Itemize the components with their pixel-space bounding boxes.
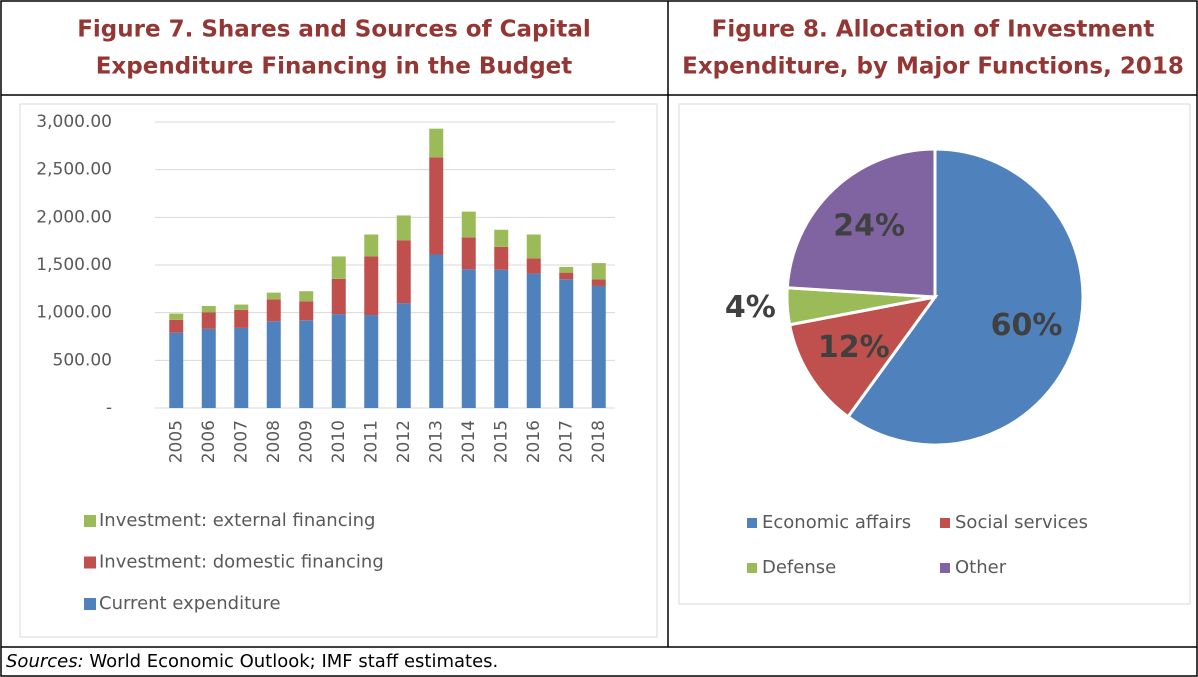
bar-segment: [364, 315, 379, 408]
bar-segment: [591, 279, 606, 286]
x-tick-label: 2009: [296, 420, 316, 463]
bar-segment: [364, 234, 379, 257]
bar-segment: [494, 246, 509, 270]
legend-label: Defense: [762, 557, 836, 578]
bar-segment: [461, 237, 476, 270]
bar-segment: [429, 254, 444, 408]
x-tick-label: 2007: [231, 420, 251, 463]
x-tick-label: 2017: [556, 420, 576, 463]
bar-segment: [526, 234, 541, 259]
x-tick-label: 2012: [394, 420, 414, 463]
chart-title: Expenditure Financing in the Budget: [96, 54, 573, 80]
y-tick-label: 1,000.00: [36, 303, 112, 323]
bar-segment: [494, 229, 509, 247]
x-tick-label: 2014: [459, 420, 479, 463]
chart-title: Figure 8. Allocation of Investment: [712, 17, 1155, 43]
bar-segment: [169, 332, 184, 408]
legend-swatch: [747, 518, 757, 528]
bar-segment: [461, 211, 476, 238]
legend-label: Current expenditure: [99, 593, 281, 614]
bar-segment: [429, 157, 444, 255]
bar-segment: [331, 314, 346, 408]
bar-segment: [234, 309, 249, 328]
x-tick-label: 2015: [491, 420, 511, 463]
bar-segment: [266, 292, 281, 300]
data-label: 60%: [991, 308, 1063, 343]
bar-segment: [299, 301, 314, 321]
x-tick-label: 2011: [361, 420, 381, 463]
legend-label: Economic affairs: [762, 512, 911, 533]
bar-segment: [234, 327, 249, 408]
legend-swatch: [84, 515, 96, 527]
source-text: World Economic Outlook; IMF staff estima…: [89, 651, 498, 672]
y-tick-label: 2,500.00: [36, 160, 112, 180]
source-label: Sources:: [6, 651, 84, 672]
bar-segment: [234, 304, 249, 310]
chart-title: Expenditure, by Major Functions, 2018: [682, 54, 1184, 80]
bar-segment: [266, 299, 281, 322]
bar-segment: [559, 279, 574, 408]
bar-segment: [201, 312, 216, 329]
source-note: Sources: World Economic Outlook; IMF sta…: [6, 651, 498, 672]
bar-segment: [266, 321, 281, 408]
x-tick-label: 2006: [199, 420, 219, 463]
y-tick-label: 500.00: [53, 350, 112, 370]
bar-segment: [396, 215, 411, 241]
bar-segment: [169, 313, 184, 320]
bar-segment: [494, 269, 509, 408]
legend-swatch: [84, 598, 96, 610]
bar-segment: [201, 328, 216, 408]
bar-segment: [559, 266, 574, 273]
bar-segment: [396, 303, 411, 408]
bar-segment: [591, 285, 606, 408]
bar-segment: [559, 272, 574, 280]
chart-title: Figure 7. Shares and Sources of Capital: [77, 17, 591, 43]
legend-label: Other: [955, 557, 1007, 578]
bar-segment: [299, 320, 314, 408]
y-tick-label: 3,000.00: [36, 112, 112, 132]
bar-segment: [526, 273, 541, 408]
x-tick-label: 2016: [524, 420, 544, 463]
bar-segment: [461, 269, 476, 408]
pie-slice: [787, 294, 939, 419]
bar-segment: [396, 240, 411, 304]
legend-swatch: [940, 563, 950, 573]
legend-label: Investment: external financing: [99, 510, 375, 531]
bar-segment: [331, 278, 346, 315]
legend-swatch: [84, 556, 96, 569]
chart-frame: [19, 103, 658, 638]
data-label: 12%: [818, 330, 890, 365]
bar-segment: [526, 258, 541, 274]
bar-segment: [429, 128, 444, 158]
y-tick-label: 1,500.00: [36, 255, 112, 275]
bar-segment: [169, 319, 184, 333]
legend-swatch: [747, 563, 757, 573]
x-tick-label: 2005: [166, 420, 186, 463]
pie-slice: [845, 147, 1085, 447]
legend-label: Social services: [955, 512, 1088, 533]
data-label: 24%: [833, 208, 905, 243]
y-tick-label: -: [106, 398, 112, 418]
chart-frame: [678, 103, 1191, 605]
data-label: 4%: [725, 290, 776, 325]
legend-label: Investment: domestic financing: [99, 552, 384, 573]
bar-segment: [201, 305, 216, 313]
bar-segment: [591, 263, 606, 280]
pie-slice: [785, 147, 937, 299]
bar-segment: [331, 256, 346, 279]
legend-swatch: [940, 518, 950, 528]
x-tick-label: 2010: [329, 420, 349, 463]
bar-segment: [364, 256, 379, 316]
y-tick-label: 2,000.00: [36, 207, 112, 227]
x-tick-label: 2013: [426, 420, 446, 463]
x-tick-label: 2008: [264, 420, 284, 463]
bar-segment: [299, 291, 314, 302]
x-tick-label: 2018: [589, 420, 609, 463]
